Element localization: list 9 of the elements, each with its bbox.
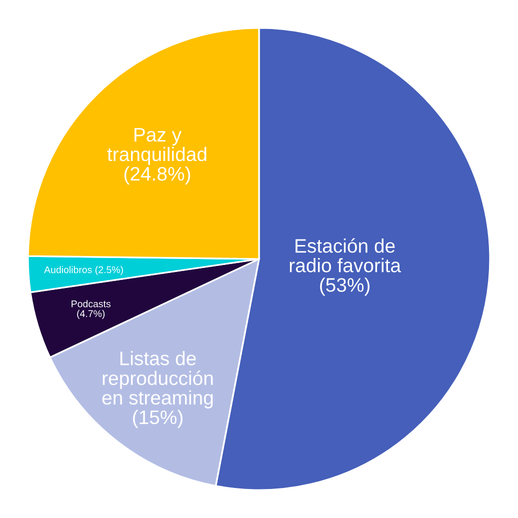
slice-label: Listas de reproducción en streaming	[102, 351, 213, 408]
data-label: (53%)	[320, 278, 370, 296]
slice-label: Podcasts	[72, 300, 111, 308]
slice-label: Paz y tranquilidad	[107, 128, 206, 166]
data-label: (24.8%)	[124, 166, 190, 185]
data-label: (4.7%)	[77, 310, 105, 319]
slice-label: Estación de radio favorita	[290, 238, 401, 272]
slice-label: Audiolibros (2.5%)	[44, 266, 123, 276]
data-label: (15%)	[133, 410, 182, 428]
